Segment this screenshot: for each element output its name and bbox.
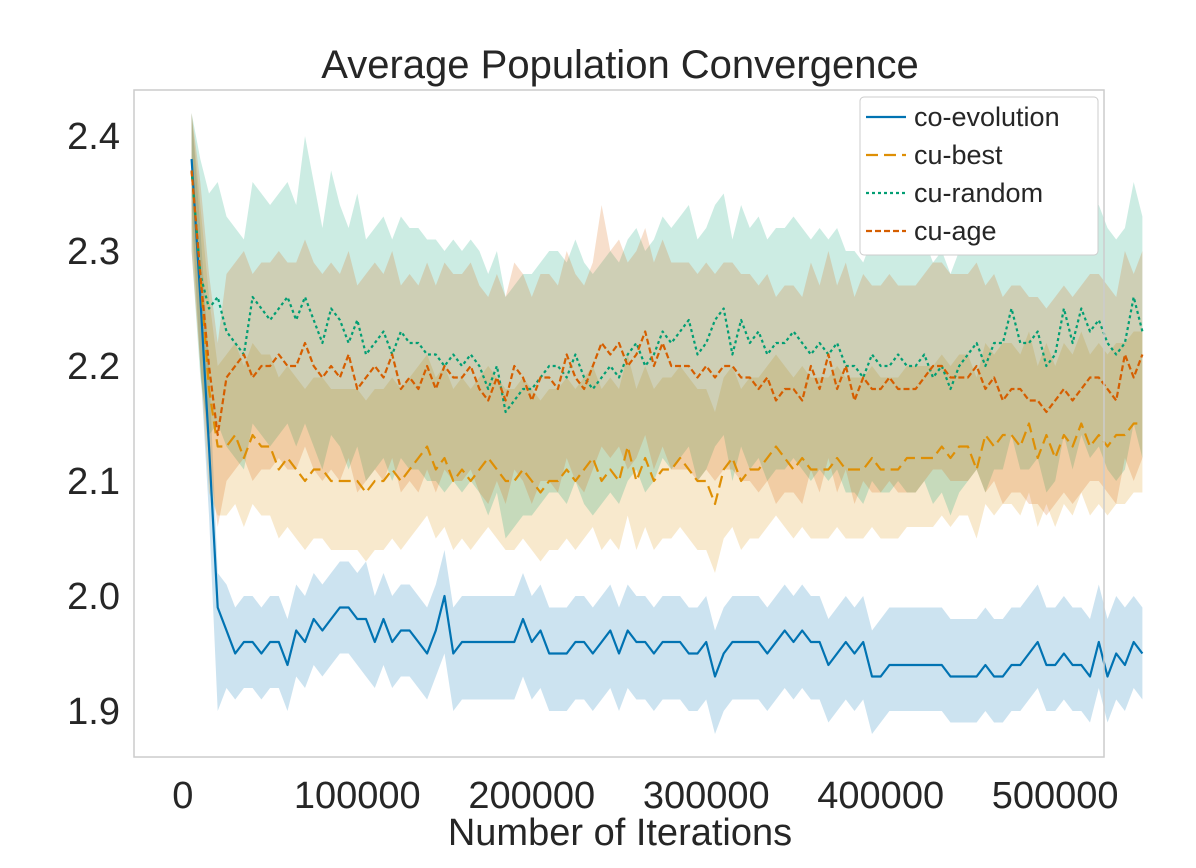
- y-tick-label: 2.0: [67, 576, 120, 618]
- legend-item-cu-random: cu-random: [866, 178, 1043, 208]
- x-axis-ticks: 0 100000 200000 300000 400000 500000: [172, 775, 1118, 817]
- band-co-evolution: [191, 113, 1143, 734]
- y-tick-label: 2.2: [67, 346, 120, 388]
- series-line-cu-best: [190, 170, 1143, 506]
- legend-items: co-evolution cu-best cu-random cu-age: [866, 102, 1060, 246]
- legend-item-cu-best: cu-best: [866, 140, 1003, 170]
- y-axis-ticks: 1.9 2.0 2.1 2.2 2.3 2.4: [67, 116, 120, 733]
- x-tick-label: 300000: [643, 775, 770, 817]
- legend-box: [859, 96, 1099, 256]
- plot-frame: [133, 89, 1105, 758]
- legend-label: cu-age: [914, 216, 997, 246]
- x-tick-label: 0: [172, 775, 193, 817]
- legend: co-evolution cu-best cu-random cu-age: [859, 96, 1099, 256]
- legend-label: co-evolution: [914, 102, 1060, 132]
- confidence-bands: [191, 113, 1143, 734]
- x-tick-label: 200000: [468, 775, 595, 817]
- y-tick-label: 2.4: [67, 116, 120, 158]
- y-tick-label: 2.3: [67, 231, 120, 273]
- legend-label: cu-best: [914, 140, 1003, 170]
- y-tick-label: 2.1: [67, 461, 120, 503]
- band-cu-age: [191, 113, 1143, 527]
- x-tick-label: 100000: [294, 775, 421, 817]
- chart-title: Average Population Convergence: [321, 43, 918, 87]
- band-cu-best: [191, 113, 1143, 573]
- band-cu-random: [191, 113, 1143, 539]
- series-line-cu-random: [190, 170, 1144, 414]
- series-lines: [190, 158, 1144, 678]
- x-axis-label: Number of Iterations: [448, 812, 792, 854]
- y-tick-label: 1.9: [67, 691, 120, 733]
- legend-item-co-evolution: co-evolution: [866, 102, 1060, 132]
- legend-label: cu-random: [914, 178, 1043, 208]
- x-tick-label: 400000: [817, 775, 944, 817]
- series-line-co-evolution: [190, 158, 1144, 678]
- x-tick-label: 500000: [992, 775, 1119, 817]
- series-line-cu-age: [190, 170, 1144, 437]
- legend-item-cu-age: cu-age: [866, 216, 997, 246]
